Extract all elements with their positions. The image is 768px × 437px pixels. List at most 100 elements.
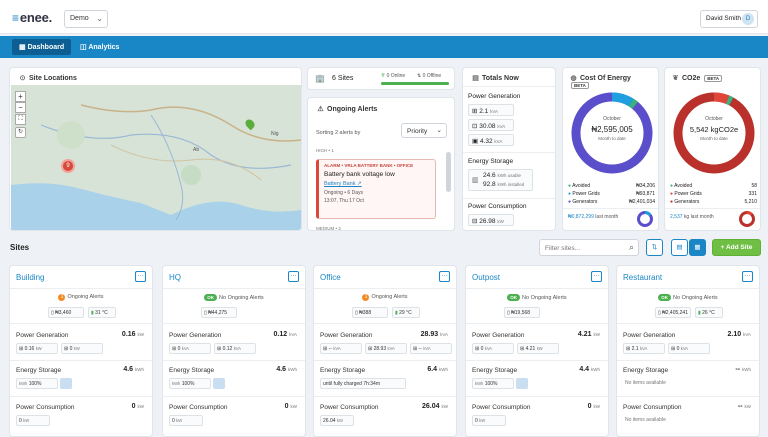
money-icon: ◍ (570, 75, 577, 82)
site-card[interactable]: Restaurant … OK No Ongoing Alerts ▯ ₦2,40… (616, 265, 760, 437)
cost-legend: ● Avoided ₦34,206 ● Power Grids ₦93,871 ● … (568, 183, 655, 207)
grid-power-icon: ⊞ (323, 346, 329, 352)
co2e-card: ❦ CO2e BETA October 5,542 kgCO2e Month to… (664, 67, 761, 231)
beta-badge: BETA (571, 82, 589, 89)
site-card[interactable]: HQ … OK No Ongoing Alerts ▯ ₦44,275 Power… (162, 265, 306, 437)
more-options-icon[interactable]: … (135, 271, 146, 282)
reset-view-icon[interactable]: ↻ (15, 127, 26, 138)
generation-chip: ⊞ 0 kVA (472, 343, 514, 354)
energy-storage-label: Energy Storage (169, 367, 215, 374)
zoom-out-button[interactable]: − (15, 102, 26, 113)
power-consumption-label: Power Consumption (472, 404, 531, 411)
map-terrain (11, 85, 301, 230)
totals-gen-chip: ⊡ 30.08 kVA (468, 119, 514, 131)
co2-last-month: 2,537 kg last month (670, 214, 714, 220)
grid-power-icon: ⊞ (19, 346, 25, 352)
enee-logo[interactable]: ≡enee. (12, 10, 53, 25)
grid-power-icon: ⊞ (172, 346, 178, 352)
grid-view-icon[interactable]: ▦ (689, 239, 706, 256)
grid-icon: ▦ (19, 44, 28, 51)
legend-row: ● Power Grids ₦93,871 (568, 191, 655, 197)
cost-value: ₦2,595,005 (591, 125, 633, 134)
power-consumption-value: 0 kW (131, 403, 144, 410)
power-generation-value: 2.10 kVA (727, 331, 752, 338)
cost-subtitle: Month to date (598, 136, 626, 141)
ok-badge: OK (204, 294, 218, 301)
alert-item[interactable]: ALARM • VRLA BATTERY BANK • OFFICE Batte… (316, 159, 436, 219)
site-map[interactable]: + − ⛶ ↻ 9 Ab Nig (11, 85, 301, 230)
site-name[interactable]: Building (16, 273, 45, 282)
sorting-label: Sorting 2 alerts by (316, 130, 361, 136)
zoom-in-button[interactable]: + (15, 91, 26, 102)
cost-of-energy-card: ◍ Cost Of Energy BETA October ₦2,595,005 … (562, 67, 659, 231)
energy-storage-label: Energy Storage (16, 367, 62, 374)
sort-select[interactable]: Priority ⌄ (401, 123, 447, 138)
location-pin-icon: ⊙ (19, 75, 26, 82)
legend-row: ● Generators 5,210 (670, 199, 757, 205)
sort-icon[interactable]: ⇅ (646, 239, 663, 256)
map-label: Nig (271, 131, 279, 137)
sites-summary-card: 🏢 6 Sites ⇈ 0 Online ⇅ 0 Offline (307, 67, 455, 90)
tab-analytics[interactable]: ◫ Analytics (80, 44, 120, 51)
map-cluster-marker[interactable]: 9 (61, 159, 75, 173)
tariff-icon: ▯ (355, 310, 360, 316)
online-bar (381, 82, 449, 85)
storage-chip: until fully charged 7h:34m (320, 378, 406, 389)
map-label: Ab (193, 147, 200, 153)
storage-installed: 92.8 kWh installed (483, 181, 525, 188)
power-consumption-value: 0 kW (587, 403, 600, 410)
temperature-chip: ▮ 26 °C (695, 307, 723, 318)
site-card[interactable]: Building … 1 Ongoing Alerts ▯ ₦3,460 ▮ 31 … (9, 265, 153, 437)
alerts-scrollbar[interactable] (446, 152, 451, 192)
site-card[interactable]: Office … 1 Ongoing Alerts ▯ ₦388 ▮ 29 °C P… (313, 265, 457, 437)
filter-sites-input[interactable]: Filter sites... ⌕ (539, 239, 639, 256)
more-options-icon[interactable]: … (288, 271, 299, 282)
energy-storage-value: 6.4 kWh (427, 366, 448, 373)
totals-consumption-label: Power Consumption (468, 203, 527, 210)
more-options-icon[interactable]: … (591, 271, 602, 282)
cost-last-month: ₦0,872,299 last month (568, 214, 619, 220)
power-consumption-value: 0 kW (284, 403, 297, 410)
fullscreen-icon[interactable]: ⛶ (15, 114, 26, 125)
offline-count: ⇅ 0 Offline (417, 73, 442, 79)
chevron-down-icon: ⌄ (436, 127, 442, 134)
add-site-button[interactable]: + Add Site (712, 239, 761, 256)
consumption-chip: 0 kW (16, 415, 50, 426)
storage-chip: kWh 100% (169, 378, 211, 389)
sites-count: 6 Sites (332, 75, 354, 82)
more-options-icon[interactable]: … (439, 271, 450, 282)
organization-select[interactable]: Demo ⌄ (64, 10, 108, 28)
alert-link[interactable]: Battery Bank ↗ (324, 181, 362, 187)
alert-count-badge: 1 (362, 294, 370, 301)
tab-dashboard[interactable]: ▦ Dashboard (12, 39, 72, 55)
table-icon: ▤ (472, 75, 479, 82)
totals-storage-chip: ▥ 24.6 kWh usable 92.8 kWh installed (468, 169, 533, 191)
battery-icon: ▥ (472, 177, 479, 184)
co2-subtitle: Month to date (700, 136, 728, 141)
site-alert-status: 1 Ongoing Alerts (10, 294, 152, 301)
site-name[interactable]: HQ (169, 273, 181, 282)
generator-icon: ⊞ (413, 346, 419, 352)
site-alert-status: OK No Ongoing Alerts (466, 294, 608, 301)
user-menu[interactable]: David Smith D (700, 10, 758, 28)
online-count: ⇈ 0 Online (381, 73, 406, 79)
consumption-chip: No items available (625, 417, 666, 423)
energy-storage-label: Energy Storage (320, 367, 366, 374)
more-options-icon[interactable]: … (742, 271, 753, 282)
site-name[interactable]: Office (320, 273, 341, 282)
generator-icon: ⊞ (64, 346, 70, 352)
leaf-icon: ❦ (672, 75, 679, 82)
alert-duration: Ongoing • 6 Days (324, 190, 363, 196)
site-card[interactable]: Outpost … OK No Ongoing Alerts ▯ ₦19,568 … (465, 265, 609, 437)
generator-icon: ⊡ (472, 123, 480, 130)
generator-icon: ⊞ (217, 346, 223, 352)
site-alert-status: 1 Ongoing Alerts (314, 294, 456, 301)
site-name[interactable]: Outpost (472, 273, 501, 282)
tariff-icon: ▯ (51, 310, 56, 316)
thermometer-icon: ▮ (91, 310, 96, 316)
site-name[interactable]: Restaurant (623, 273, 663, 282)
generator-icon: ⊞ (520, 346, 526, 352)
list-view-icon[interactable]: ▤ (671, 239, 688, 256)
generation-chip: ⊞ 0 kVA (668, 343, 710, 354)
storage-usable: 24.6 kWh usable (483, 172, 521, 179)
